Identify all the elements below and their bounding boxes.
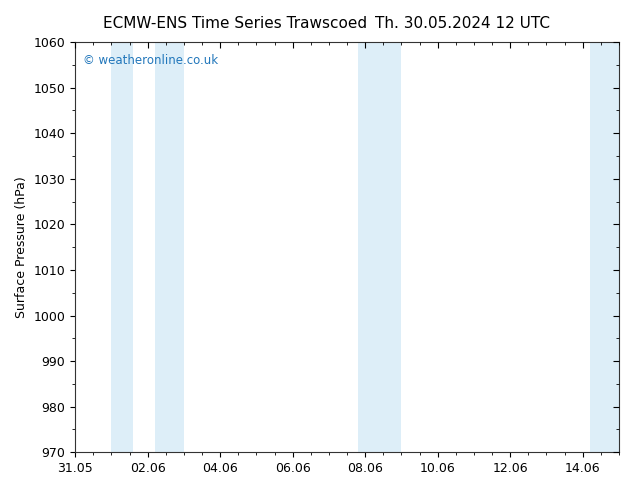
Text: © weatheronline.co.uk: © weatheronline.co.uk [83, 54, 219, 67]
Y-axis label: Surface Pressure (hPa): Surface Pressure (hPa) [15, 176, 28, 318]
Text: Th. 30.05.2024 12 UTC: Th. 30.05.2024 12 UTC [375, 16, 550, 31]
Bar [358, 42, 401, 452]
Bar [590, 42, 619, 452]
Bar [155, 42, 184, 452]
Text: ECMW-ENS Time Series Trawscoed: ECMW-ENS Time Series Trawscoed [103, 16, 366, 31]
Bar [112, 42, 133, 452]
